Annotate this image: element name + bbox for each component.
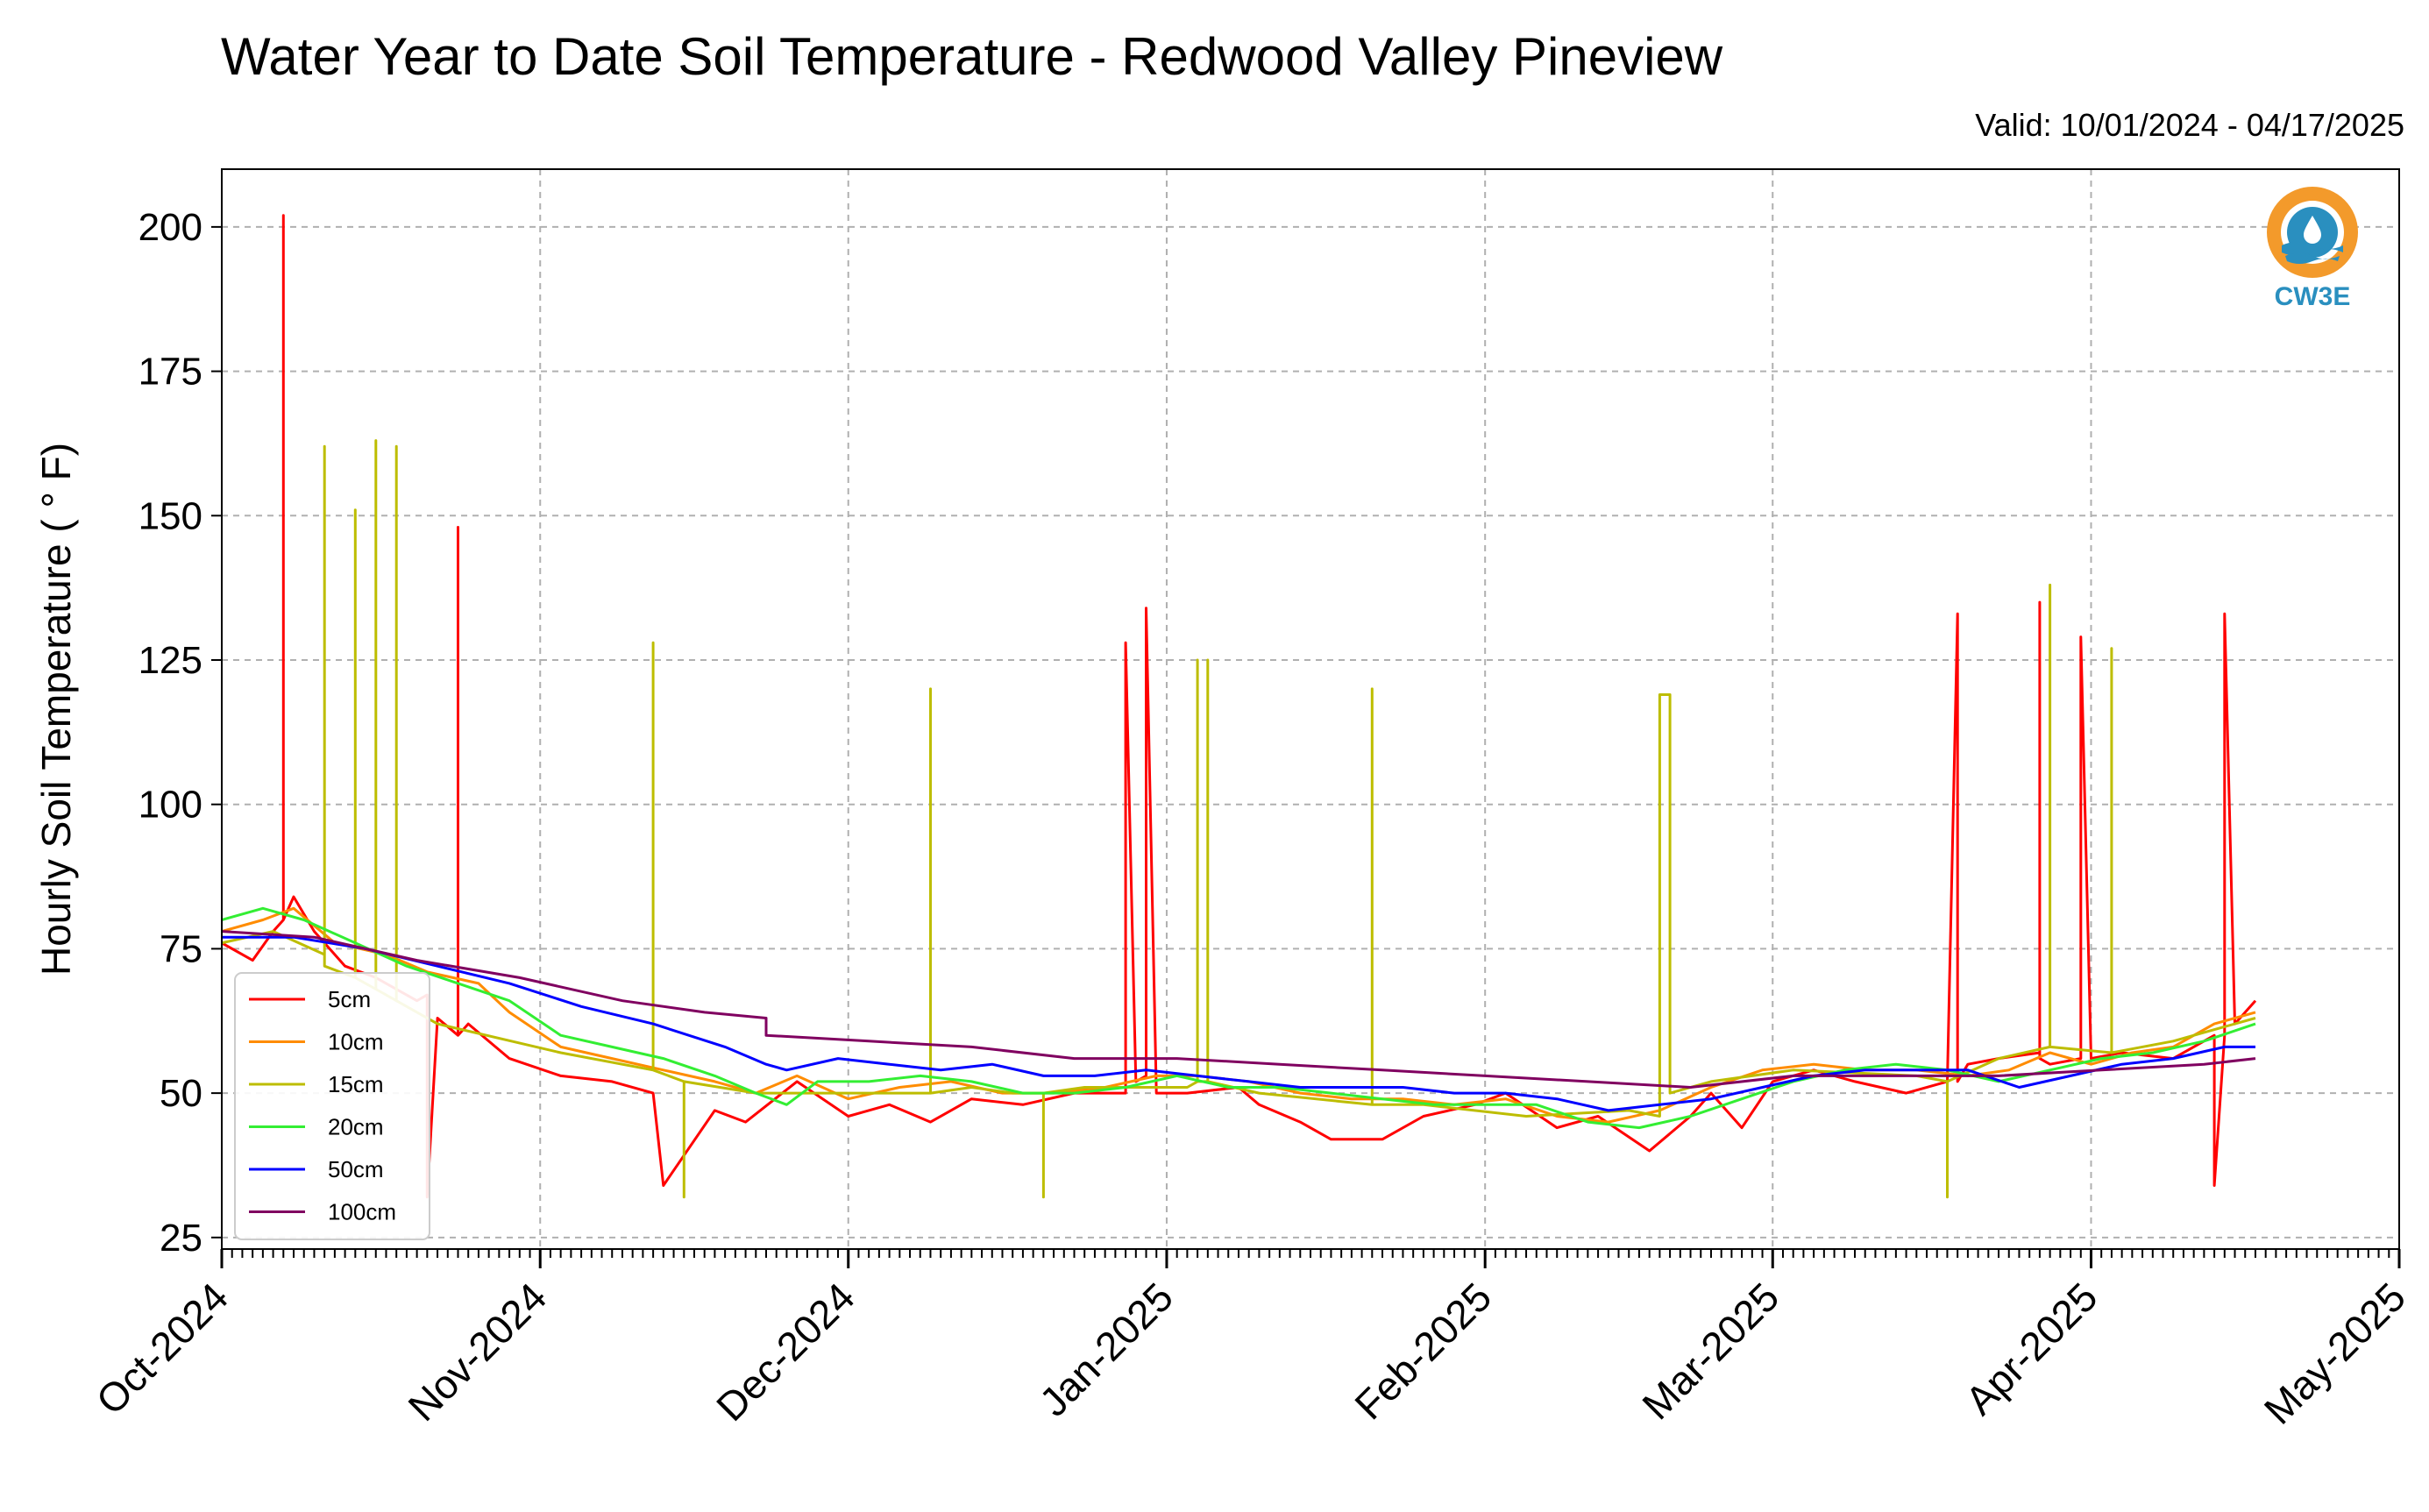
y-tick-label: 200	[138, 206, 202, 249]
y-tick-label: 150	[138, 494, 202, 537]
series-line-15cm	[221, 439, 2256, 1199]
x-tick-label: May-2025	[2255, 1274, 2414, 1432]
legend-label: 5cm	[328, 986, 371, 1012]
y-tick-label: 50	[160, 1072, 202, 1115]
x-tick-label: Feb-2025	[1346, 1274, 1500, 1428]
series-line-20cm	[221, 906, 2256, 1130]
cw3e-logo-icon	[2267, 187, 2358, 278]
legend-label: 10cm	[328, 1029, 384, 1055]
x-tick-label: Jan-2025	[1031, 1274, 1182, 1424]
x-tick-label: Apr-2025	[1957, 1274, 2106, 1423]
x-tick-label: Oct-2024	[88, 1274, 238, 1423]
legend: 5cm 10cm 15cm 20cm 50cm 100cm	[234, 972, 430, 1240]
legend-label: 50cm	[328, 1156, 384, 1182]
x-tick-label: Dec-2024	[707, 1274, 863, 1430]
valid-date-range: Valid: 10/01/2024 - 04/17/2025	[1975, 107, 2404, 143]
chart-title: Water Year to Date Soil Temperature - Re…	[221, 27, 1723, 86]
series-line-50cm	[222, 935, 2255, 1112]
cw3e-logo: CW3E	[2264, 184, 2361, 316]
y-tick-label: 75	[160, 927, 202, 970]
series-line-5cm	[221, 214, 2257, 1199]
legend-label: 20cm	[328, 1114, 384, 1140]
y-axis-label: Hourly Soil Temperature ( ° F)	[33, 443, 79, 976]
y-tick-label: 125	[138, 639, 202, 682]
series-lines	[221, 214, 2257, 1199]
legend-label: 100cm	[328, 1199, 396, 1225]
y-tick-label: 100	[138, 784, 202, 827]
x-tick-label: Nov-2024	[399, 1274, 555, 1430]
x-tick-label: Mar-2025	[1633, 1274, 1787, 1428]
logo-text: CW3E	[2274, 282, 2351, 311]
y-tick-label: 175	[138, 351, 202, 394]
legend-box	[234, 972, 430, 1240]
legend-label: 15cm	[328, 1071, 384, 1097]
y-tick-label: 25	[160, 1217, 202, 1260]
series-line-100cm	[221, 930, 2256, 1089]
